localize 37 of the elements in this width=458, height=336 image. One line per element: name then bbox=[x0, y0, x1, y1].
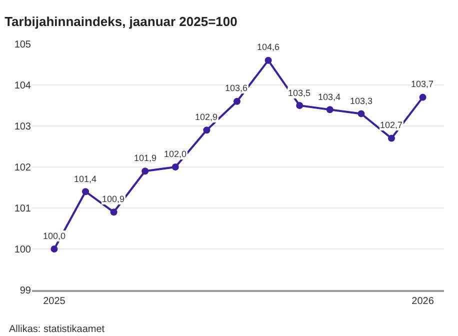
point bbox=[296, 102, 304, 109]
point bbox=[142, 168, 149, 175]
y-tick-label: 99 bbox=[20, 286, 32, 296]
point bbox=[203, 126, 210, 134]
point bbox=[388, 134, 395, 142]
data-label: 103,4 bbox=[318, 92, 341, 102]
data-label: 100,0 bbox=[43, 231, 66, 241]
data-label: 104,6 bbox=[257, 42, 280, 52]
y-tick-label: 100 bbox=[14, 244, 32, 256]
data-label: 102,7 bbox=[380, 120, 403, 130]
y-tick-label: 102 bbox=[14, 162, 32, 174]
y-tick-label: 104 bbox=[14, 80, 32, 92]
x-tick-label: 2026 bbox=[412, 296, 434, 307]
data-label: 103,6 bbox=[225, 83, 248, 93]
point bbox=[50, 246, 58, 252]
point bbox=[419, 94, 426, 101]
point bbox=[358, 110, 365, 118]
chart-title: Tarbijahinnaindeks, jaanuar 2025=100 bbox=[4, 14, 238, 29]
point bbox=[110, 208, 118, 216]
x-tick-label: 2025 bbox=[43, 296, 66, 307]
y-tick-label: 103 bbox=[14, 122, 32, 132]
data-label: 103,3 bbox=[350, 96, 373, 106]
data-label: 101,9 bbox=[134, 153, 157, 163]
data-label: 102,0 bbox=[164, 149, 187, 159]
point bbox=[82, 188, 90, 196]
data-label: 100,9 bbox=[102, 194, 125, 204]
data-label: 103,7 bbox=[411, 79, 434, 89]
point bbox=[264, 56, 272, 64]
point bbox=[172, 164, 179, 170]
y-tick-label: 101 bbox=[14, 204, 32, 214]
point bbox=[326, 106, 334, 114]
data-label: 102,9 bbox=[195, 112, 218, 122]
data-label: 103,5 bbox=[288, 88, 311, 98]
point bbox=[233, 98, 240, 105]
y-tick-label: 105 bbox=[14, 40, 32, 50]
data-label: 101,4 bbox=[74, 174, 97, 184]
text: Allikas: statistikaamet bbox=[9, 324, 105, 335]
